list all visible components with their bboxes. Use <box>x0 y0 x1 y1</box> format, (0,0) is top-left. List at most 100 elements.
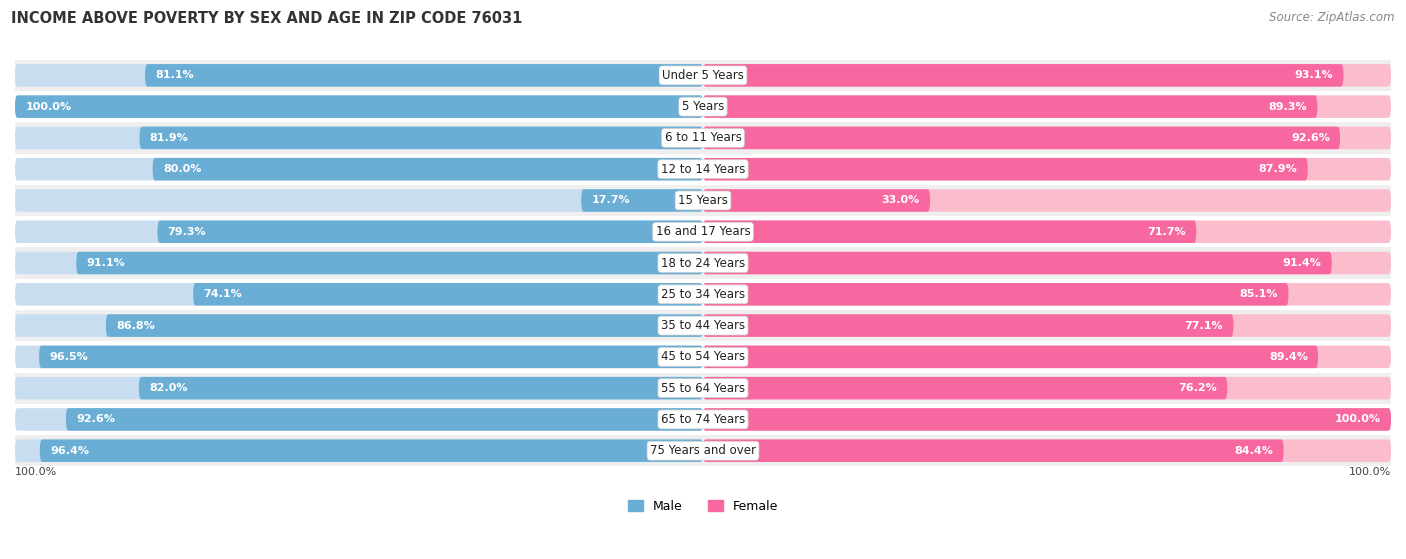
Text: 45 to 54 Years: 45 to 54 Years <box>661 350 745 363</box>
FancyBboxPatch shape <box>703 189 1391 212</box>
Text: 87.9%: 87.9% <box>1258 164 1298 174</box>
Bar <box>15 310 1391 341</box>
Text: 75 Years and over: 75 Years and over <box>650 444 756 457</box>
Text: 55 to 64 Years: 55 to 64 Years <box>661 382 745 395</box>
FancyBboxPatch shape <box>15 439 703 462</box>
FancyBboxPatch shape <box>15 127 703 149</box>
FancyBboxPatch shape <box>703 64 1344 87</box>
Text: 81.1%: 81.1% <box>155 70 194 80</box>
FancyBboxPatch shape <box>15 377 703 400</box>
Text: 93.1%: 93.1% <box>1295 70 1333 80</box>
Text: 82.0%: 82.0% <box>149 383 187 393</box>
FancyBboxPatch shape <box>15 158 703 181</box>
Text: 84.4%: 84.4% <box>1234 446 1274 456</box>
FancyBboxPatch shape <box>703 158 1308 181</box>
Text: 12 to 14 Years: 12 to 14 Years <box>661 163 745 176</box>
FancyBboxPatch shape <box>703 439 1391 462</box>
FancyBboxPatch shape <box>66 408 703 430</box>
Text: Under 5 Years: Under 5 Years <box>662 69 744 82</box>
FancyBboxPatch shape <box>703 283 1391 306</box>
Text: 35 to 44 Years: 35 to 44 Years <box>661 319 745 332</box>
FancyBboxPatch shape <box>15 64 703 87</box>
FancyBboxPatch shape <box>703 220 1197 243</box>
Bar <box>15 248 1391 279</box>
FancyBboxPatch shape <box>193 283 703 306</box>
FancyBboxPatch shape <box>15 408 703 430</box>
FancyBboxPatch shape <box>157 220 703 243</box>
FancyBboxPatch shape <box>703 439 1284 462</box>
Bar <box>15 341 1391 372</box>
Text: 89.3%: 89.3% <box>1268 102 1308 112</box>
Bar <box>15 91 1391 122</box>
Bar <box>15 279 1391 310</box>
FancyBboxPatch shape <box>703 283 1288 306</box>
Text: 86.8%: 86.8% <box>117 321 155 330</box>
FancyBboxPatch shape <box>139 127 703 149</box>
Text: 5 Years: 5 Years <box>682 100 724 113</box>
Text: 96.4%: 96.4% <box>51 446 89 456</box>
FancyBboxPatch shape <box>153 158 703 181</box>
Text: 15 Years: 15 Years <box>678 194 728 207</box>
FancyBboxPatch shape <box>703 252 1391 274</box>
FancyBboxPatch shape <box>703 220 1391 243</box>
Text: Source: ZipAtlas.com: Source: ZipAtlas.com <box>1270 11 1395 24</box>
Text: 91.1%: 91.1% <box>87 258 125 268</box>
FancyBboxPatch shape <box>703 345 1391 368</box>
FancyBboxPatch shape <box>15 96 703 118</box>
Bar <box>15 404 1391 435</box>
Text: 25 to 34 Years: 25 to 34 Years <box>661 288 745 301</box>
FancyBboxPatch shape <box>15 96 703 118</box>
Text: 100.0%: 100.0% <box>1334 414 1381 424</box>
Text: 6 to 11 Years: 6 to 11 Years <box>665 131 741 144</box>
FancyBboxPatch shape <box>703 96 1391 118</box>
FancyBboxPatch shape <box>76 252 703 274</box>
FancyBboxPatch shape <box>39 439 703 462</box>
Legend: Male, Female: Male, Female <box>628 500 778 513</box>
FancyBboxPatch shape <box>39 345 703 368</box>
Text: 71.7%: 71.7% <box>1147 227 1187 237</box>
Bar <box>15 435 1391 466</box>
Bar <box>15 185 1391 216</box>
FancyBboxPatch shape <box>703 189 929 212</box>
Text: 81.9%: 81.9% <box>150 133 188 143</box>
FancyBboxPatch shape <box>15 345 703 368</box>
Text: 100.0%: 100.0% <box>1348 467 1391 477</box>
FancyBboxPatch shape <box>703 314 1391 337</box>
FancyBboxPatch shape <box>703 377 1391 400</box>
FancyBboxPatch shape <box>145 64 703 87</box>
FancyBboxPatch shape <box>15 283 703 306</box>
Text: 100.0%: 100.0% <box>15 467 58 477</box>
Text: 96.5%: 96.5% <box>49 352 89 362</box>
FancyBboxPatch shape <box>703 408 1391 430</box>
Text: 16 and 17 Years: 16 and 17 Years <box>655 225 751 238</box>
Text: 74.1%: 74.1% <box>204 290 242 299</box>
FancyBboxPatch shape <box>105 314 703 337</box>
Text: 65 to 74 Years: 65 to 74 Years <box>661 413 745 426</box>
FancyBboxPatch shape <box>15 220 703 243</box>
Bar <box>15 154 1391 185</box>
FancyBboxPatch shape <box>15 314 703 337</box>
Text: 17.7%: 17.7% <box>592 196 630 206</box>
Text: 85.1%: 85.1% <box>1240 290 1278 299</box>
Text: 79.3%: 79.3% <box>167 227 207 237</box>
Text: 76.2%: 76.2% <box>1178 383 1218 393</box>
Bar <box>15 60 1391 91</box>
Text: 92.6%: 92.6% <box>76 414 115 424</box>
FancyBboxPatch shape <box>139 377 703 400</box>
Text: 80.0%: 80.0% <box>163 164 201 174</box>
Text: 91.4%: 91.4% <box>1282 258 1322 268</box>
Text: 89.4%: 89.4% <box>1268 352 1308 362</box>
FancyBboxPatch shape <box>703 127 1340 149</box>
FancyBboxPatch shape <box>703 377 1227 400</box>
Bar <box>15 216 1391 248</box>
Bar <box>15 372 1391 404</box>
Text: 100.0%: 100.0% <box>25 102 72 112</box>
FancyBboxPatch shape <box>15 189 703 212</box>
Text: 77.1%: 77.1% <box>1184 321 1223 330</box>
FancyBboxPatch shape <box>703 408 1391 430</box>
FancyBboxPatch shape <box>15 252 703 274</box>
Text: 92.6%: 92.6% <box>1291 133 1330 143</box>
FancyBboxPatch shape <box>703 158 1391 181</box>
FancyBboxPatch shape <box>703 345 1317 368</box>
FancyBboxPatch shape <box>703 127 1391 149</box>
